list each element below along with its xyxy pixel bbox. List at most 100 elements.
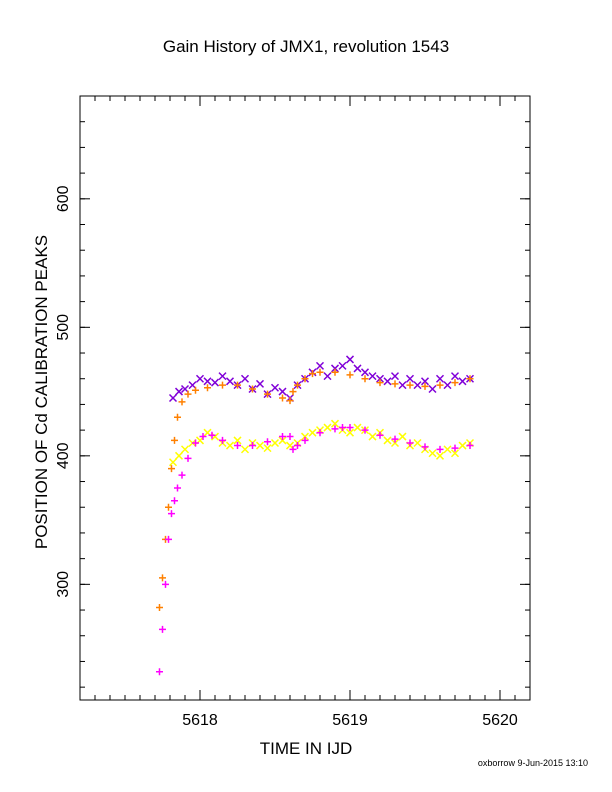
x-tick-label: 5620 <box>482 712 518 729</box>
data-point <box>436 381 444 389</box>
data-point <box>309 370 316 378</box>
data-point <box>323 372 332 381</box>
series-0 <box>168 355 475 403</box>
data-point <box>330 419 340 428</box>
data-point <box>156 668 163 676</box>
data-point <box>180 445 190 454</box>
data-point <box>184 454 192 462</box>
data-point <box>361 426 369 434</box>
data-point <box>346 371 354 379</box>
data-point <box>331 425 339 433</box>
data-point <box>368 372 377 381</box>
data-point <box>466 442 474 450</box>
data-point <box>345 428 355 437</box>
data-point <box>165 535 172 543</box>
data-point <box>346 424 354 432</box>
data-point <box>316 368 324 376</box>
data-point <box>286 397 294 405</box>
data-point <box>263 444 272 453</box>
data-point <box>168 393 178 403</box>
data-point <box>376 431 384 439</box>
data-point <box>458 441 467 450</box>
data-point <box>406 439 414 447</box>
data-point <box>413 381 422 390</box>
data-point <box>204 384 211 392</box>
data-point <box>315 361 325 370</box>
data-point <box>451 379 459 387</box>
data-point <box>466 375 474 383</box>
data-point <box>330 364 340 373</box>
data-point <box>353 364 362 373</box>
data-point <box>294 442 301 450</box>
data-point <box>294 381 301 389</box>
data-point <box>289 445 297 453</box>
data-point <box>279 433 286 441</box>
data-point <box>338 361 347 370</box>
data-point <box>192 439 199 447</box>
data-point <box>279 394 286 402</box>
data-point <box>413 438 422 448</box>
data-point <box>383 436 392 445</box>
series-1 <box>168 419 475 467</box>
data-point <box>219 436 226 444</box>
data-point <box>428 384 437 394</box>
data-point <box>323 423 332 432</box>
data-point <box>210 378 220 387</box>
y-tick-label: 400 <box>55 442 72 469</box>
data-point <box>255 379 265 388</box>
data-point <box>264 390 271 398</box>
data-point <box>278 436 287 445</box>
data-point <box>270 383 280 392</box>
data-point <box>301 436 309 444</box>
series-2 <box>156 368 474 611</box>
data-point <box>390 372 400 381</box>
data-point <box>443 445 452 454</box>
data-point <box>168 510 175 518</box>
data-point <box>375 374 385 383</box>
data-point <box>192 386 199 394</box>
data-point <box>300 432 310 441</box>
data-point <box>421 382 429 390</box>
data-point <box>406 381 414 389</box>
data-point <box>289 388 297 396</box>
data-point <box>345 355 355 364</box>
data-point <box>390 438 400 448</box>
data-point <box>451 444 459 452</box>
data-point <box>405 374 415 383</box>
data-point <box>398 381 407 390</box>
data-point <box>278 387 287 396</box>
data-point <box>428 449 437 458</box>
data-point <box>353 423 362 432</box>
data-point <box>286 433 294 441</box>
data-marks <box>156 355 475 676</box>
data-point <box>391 380 399 388</box>
x-tick-label: 5619 <box>332 712 368 729</box>
data-point <box>264 438 271 446</box>
data-point <box>249 442 256 450</box>
data-point <box>174 484 181 492</box>
y-tick-label: 500 <box>55 314 72 341</box>
data-point <box>174 387 184 396</box>
y-tick-label: 600 <box>55 185 72 212</box>
data-point <box>171 497 178 505</box>
data-point <box>436 445 444 453</box>
data-point <box>255 441 265 450</box>
data-point <box>301 375 309 383</box>
data-point <box>270 438 280 448</box>
data-point <box>174 413 181 421</box>
data-point <box>360 368 370 377</box>
data-point <box>218 372 227 381</box>
data-point <box>159 625 166 633</box>
data-point <box>184 390 192 398</box>
chart-title: Gain History of JMX1, revolution 1543 <box>163 37 449 56</box>
series-3 <box>156 424 474 676</box>
data-point <box>199 433 207 441</box>
data-point <box>156 603 163 611</box>
data-point <box>159 574 166 582</box>
plot-frame <box>79 95 531 701</box>
data-point <box>421 443 429 451</box>
data-point <box>249 385 256 393</box>
data-point <box>203 377 212 386</box>
data-point <box>376 379 384 387</box>
